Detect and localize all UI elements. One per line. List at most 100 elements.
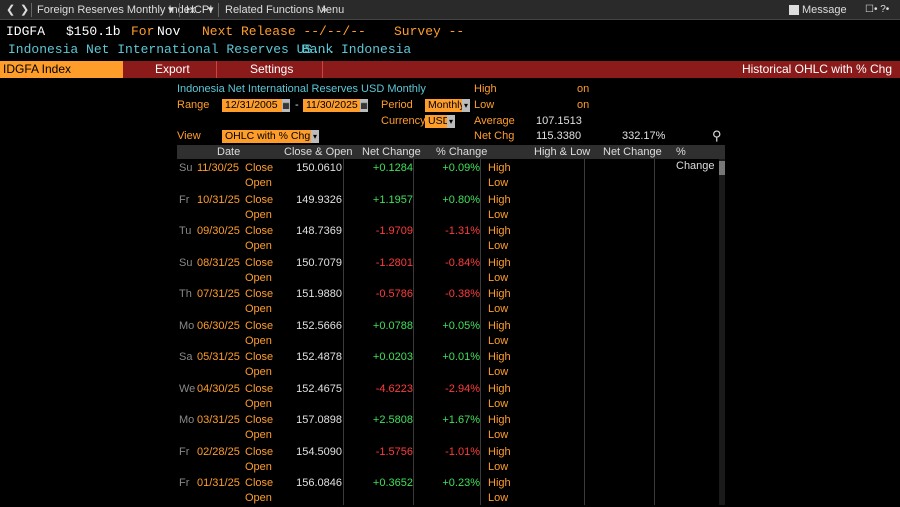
col-close-open[interactable]: Close & Open <box>284 146 353 158</box>
high-label: High <box>488 288 511 300</box>
toolbar-divider <box>31 3 32 17</box>
table-row[interactable]: Mo 03/31/25 Close Open 157.0898 +2.5808 +1.67%… <box>177 412 725 444</box>
range-end-field[interactable]: 11/30/2025 <box>303 99 360 112</box>
series-title: Indonesia Net International Reserves USD… <box>177 83 426 95</box>
table-row[interactable]: Tu 09/30/25 Close Open 148.7369 -1.9709 -1.31%… <box>177 223 725 255</box>
table-row[interactable]: Su 11/30/25 Close Open 150.0610 +0.1284 +0.09%… <box>177 160 725 192</box>
related-functions-menu[interactable]: Related Functions Menu <box>225 4 345 16</box>
net-change-value: -4.6223 <box>375 382 413 395</box>
row-date: 10/31/25 <box>197 193 240 206</box>
chevron-down-icon[interactable]: ▾ <box>447 115 455 128</box>
close-value: 152.4675 <box>296 382 342 395</box>
export-button[interactable]: Export <box>155 62 190 76</box>
col-pct-change[interactable]: % Change <box>436 146 488 158</box>
period-select[interactable]: Monthly <box>425 99 465 112</box>
day-of-week: Tu <box>179 225 192 237</box>
netchg-pct: 332.17% <box>622 130 666 142</box>
low-label: Low <box>488 177 509 189</box>
close-value: 157.0898 <box>296 414 342 426</box>
net-change-value: -1.2801 <box>375 256 413 269</box>
low-label: Low <box>474 99 495 111</box>
row-date: 06/30/25 <box>197 319 240 332</box>
search-zoom-icon[interactable]: ⚲ <box>712 128 722 143</box>
close-label: Close <box>245 193 274 206</box>
open-label: Open <box>245 240 272 252</box>
close-label: Close <box>245 256 274 269</box>
column-divider <box>480 159 481 505</box>
period-label: Period <box>381 99 413 111</box>
row-date: 03/31/25 <box>197 414 240 426</box>
tab-foreign-reserves[interactable]: Foreign Reserves Monthly Index <box>37 4 196 16</box>
low-label: Low <box>488 460 509 473</box>
table-row[interactable]: Fr 01/31/25 Close Open 156.0846 +0.3652 +0.23%… <box>177 475 725 507</box>
back-icon[interactable]: ❮ <box>6 4 16 16</box>
calendar-icon[interactable]: ▦ <box>360 99 368 112</box>
low-label: Low <box>488 366 509 378</box>
chevron-down-icon[interactable]: ▾ <box>311 130 319 143</box>
close-value: 150.7079 <box>296 256 342 269</box>
net-change-value: +0.1284 <box>372 162 413 174</box>
view-select[interactable]: OHLC with % Chg <box>222 130 311 143</box>
net-change-value: -0.5786 <box>375 288 413 300</box>
pct-change-value: -0.84% <box>445 256 480 269</box>
pct-change-value: -1.01% <box>445 445 480 458</box>
pct-change-value: +0.80% <box>442 193 480 206</box>
average-value: 107.1513 <box>536 115 582 127</box>
column-divider <box>654 159 655 505</box>
table-row[interactable]: Th 07/31/25 Close Open 151.9880 -0.5786 -0.38%… <box>177 286 725 318</box>
tab-hcpi[interactable]: HCPI <box>186 4 213 16</box>
forward-icon[interactable]: ❯ <box>20 4 30 16</box>
row-date: 11/30/25 <box>197 162 240 174</box>
table-header: Date Close & Open Net Change % Change Hi… <box>177 145 725 172</box>
for-value: Nov <box>157 24 181 39</box>
net-change-value: -1.5756 <box>375 445 413 458</box>
calendar-icon[interactable]: ▦ <box>282 99 290 112</box>
close-value: 149.9326 <box>296 193 342 206</box>
envelope-icon[interactable] <box>789 5 799 15</box>
table-row[interactable]: Fr 10/31/25 Close Open 149.9326 +1.1957 +0.80%… <box>177 192 725 224</box>
currency-label: Currency <box>381 115 426 127</box>
settings-button[interactable]: Settings <box>250 62 294 76</box>
table-row[interactable]: Sa 05/31/25 Close Open 152.4878 +0.0203 +0.01%… <box>177 349 725 381</box>
range-start-field[interactable]: 12/31/2005 <box>222 99 282 112</box>
chevron-down-icon[interactable]: ▾ <box>462 99 470 112</box>
double-chevron-icon[interactable]: » <box>321 4 328 16</box>
col-high-low[interactable]: High & Low <box>534 146 591 158</box>
window-controls-icon[interactable]: ☐• ?• <box>865 4 890 15</box>
currency-select[interactable]: USD <box>425 115 450 128</box>
net-change-value: +0.0203 <box>372 351 413 363</box>
page-title: Historical OHLC with % Chg <box>741 62 892 76</box>
table-row[interactable]: Mo 06/30/25 Close Open 152.5666 +0.0788 +0.05%… <box>177 318 725 350</box>
pct-change-value: +0.09% <box>442 162 480 174</box>
close-label: Close <box>245 162 274 174</box>
chevron-down-icon[interactable]: ▾ <box>168 4 174 16</box>
close-value: 150.0610 <box>296 162 342 174</box>
col-pct-change-2[interactable]: % Change <box>676 146 715 172</box>
col-date[interactable]: Date <box>217 146 241 158</box>
scrollbar[interactable] <box>719 159 725 505</box>
chevron-down-icon[interactable]: ▾ <box>208 4 214 16</box>
scrollbar-thumb[interactable] <box>719 161 725 175</box>
high-label: High <box>488 414 511 426</box>
top-toolbar: ❮ ❯ Foreign Reserves Monthly Index ▾ HCP… <box>0 0 900 20</box>
survey: Survey -- <box>394 24 465 39</box>
high-label: High <box>474 83 497 95</box>
toolbar-divider <box>179 3 180 17</box>
open-label: Open <box>245 303 272 315</box>
high-label: High <box>488 445 511 458</box>
message-button[interactable]: Message <box>802 4 847 16</box>
table-row[interactable]: Fr 02/28/25 Close Open 154.5090 -1.5756 -1.01%… <box>177 444 725 476</box>
average-label: Average <box>474 115 515 127</box>
low-label: Low <box>488 429 509 441</box>
table-row[interactable]: Su 08/31/25 Close Open 150.7079 -1.2801 -0.84%… <box>177 255 725 287</box>
tab-index[interactable]: IDGFA Index <box>0 61 123 78</box>
col-net-change[interactable]: Net Change <box>362 146 421 158</box>
column-divider <box>413 159 414 505</box>
col-net-change-2[interactable]: Net Change <box>603 146 662 158</box>
close-label: Close <box>245 351 274 363</box>
table-row[interactable]: We 04/30/25 Close Open 152.4675 -4.6223 -2.94%… <box>177 381 725 413</box>
range-dash: - <box>295 99 299 111</box>
day-of-week: We <box>179 382 196 395</box>
bar-divider <box>216 61 217 78</box>
row-date: 08/31/25 <box>197 256 240 269</box>
